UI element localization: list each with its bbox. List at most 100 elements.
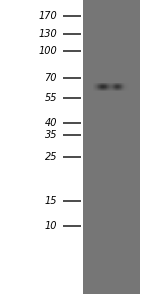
Bar [104, 84, 105, 85]
Bar [98, 88, 99, 89]
Bar [98, 84, 99, 85]
Bar [118, 85, 119, 86]
Bar [108, 83, 109, 84]
Bar [102, 85, 103, 86]
Bar [108, 90, 109, 91]
Bar [105, 85, 106, 86]
Bar [118, 84, 119, 85]
Bar [98, 90, 99, 91]
Bar [107, 84, 108, 85]
Bar [122, 85, 123, 86]
Bar [116, 84, 117, 85]
Bar [127, 86, 128, 87]
Bar [116, 85, 117, 86]
Bar [119, 85, 120, 86]
Text: 35: 35 [45, 130, 57, 140]
Bar [109, 89, 110, 90]
Bar [124, 86, 125, 87]
Bar [117, 85, 118, 86]
Bar [110, 90, 111, 91]
Bar [113, 89, 114, 90]
Bar [121, 89, 122, 90]
Bar [126, 87, 127, 88]
Bar [94, 89, 95, 90]
Bar [111, 90, 112, 91]
Bar [125, 90, 126, 91]
Bar [102, 84, 103, 85]
Bar [128, 83, 129, 84]
Bar [114, 86, 115, 87]
Bar [100, 88, 101, 89]
Bar [126, 89, 127, 90]
Bar [94, 83, 95, 84]
Bar [101, 89, 102, 90]
Bar [99, 88, 100, 89]
Bar [106, 87, 107, 88]
Bar [113, 88, 114, 89]
Bar [101, 86, 102, 87]
Bar [120, 87, 121, 88]
Bar [111, 83, 112, 84]
Bar [97, 83, 98, 84]
Text: 55: 55 [45, 93, 57, 103]
Bar [108, 89, 109, 90]
Bar [99, 83, 100, 84]
Bar [127, 89, 128, 90]
Bar [128, 84, 129, 85]
Bar [117, 84, 118, 85]
Bar [128, 88, 129, 89]
Bar [125, 84, 126, 85]
Bar [112, 86, 113, 87]
Bar [111, 84, 112, 85]
Bar [105, 83, 106, 84]
Text: 15: 15 [45, 196, 57, 206]
Bar [105, 84, 106, 85]
Bar [112, 84, 113, 85]
Bar [106, 88, 107, 89]
Bar [127, 90, 128, 91]
Bar [115, 87, 116, 88]
Bar [105, 87, 106, 88]
Bar [128, 87, 129, 88]
Bar [102, 88, 103, 89]
Bar [118, 86, 119, 87]
Bar [95, 83, 96, 84]
Bar [119, 86, 120, 87]
Bar [100, 84, 101, 85]
Bar [110, 85, 111, 86]
Bar [99, 84, 100, 85]
Bar [126, 88, 127, 89]
Text: 100: 100 [38, 46, 57, 56]
Bar [113, 87, 114, 88]
Bar [114, 88, 115, 89]
Bar [95, 86, 96, 87]
Bar [106, 89, 107, 90]
Bar [118, 90, 119, 91]
Bar [113, 83, 114, 84]
Bar [124, 83, 125, 84]
Bar [118, 88, 119, 89]
Bar [113, 86, 114, 87]
Bar [127, 85, 128, 86]
Bar [93, 88, 94, 89]
Bar [115, 86, 116, 87]
Bar [113, 85, 114, 86]
Bar [102, 89, 103, 90]
Bar [114, 84, 115, 85]
Bar [117, 86, 118, 87]
Bar [113, 90, 114, 91]
Bar [110, 83, 111, 84]
Bar [100, 83, 101, 84]
Bar [110, 87, 111, 88]
Text: 25: 25 [45, 152, 57, 162]
Bar [101, 88, 102, 89]
Bar [122, 87, 123, 88]
Bar [127, 84, 128, 85]
Bar [127, 88, 128, 89]
Bar [93, 85, 94, 86]
Bar [95, 87, 96, 88]
Bar [119, 87, 120, 88]
Bar [124, 88, 125, 89]
Bar [95, 88, 96, 89]
Bar [124, 89, 125, 90]
